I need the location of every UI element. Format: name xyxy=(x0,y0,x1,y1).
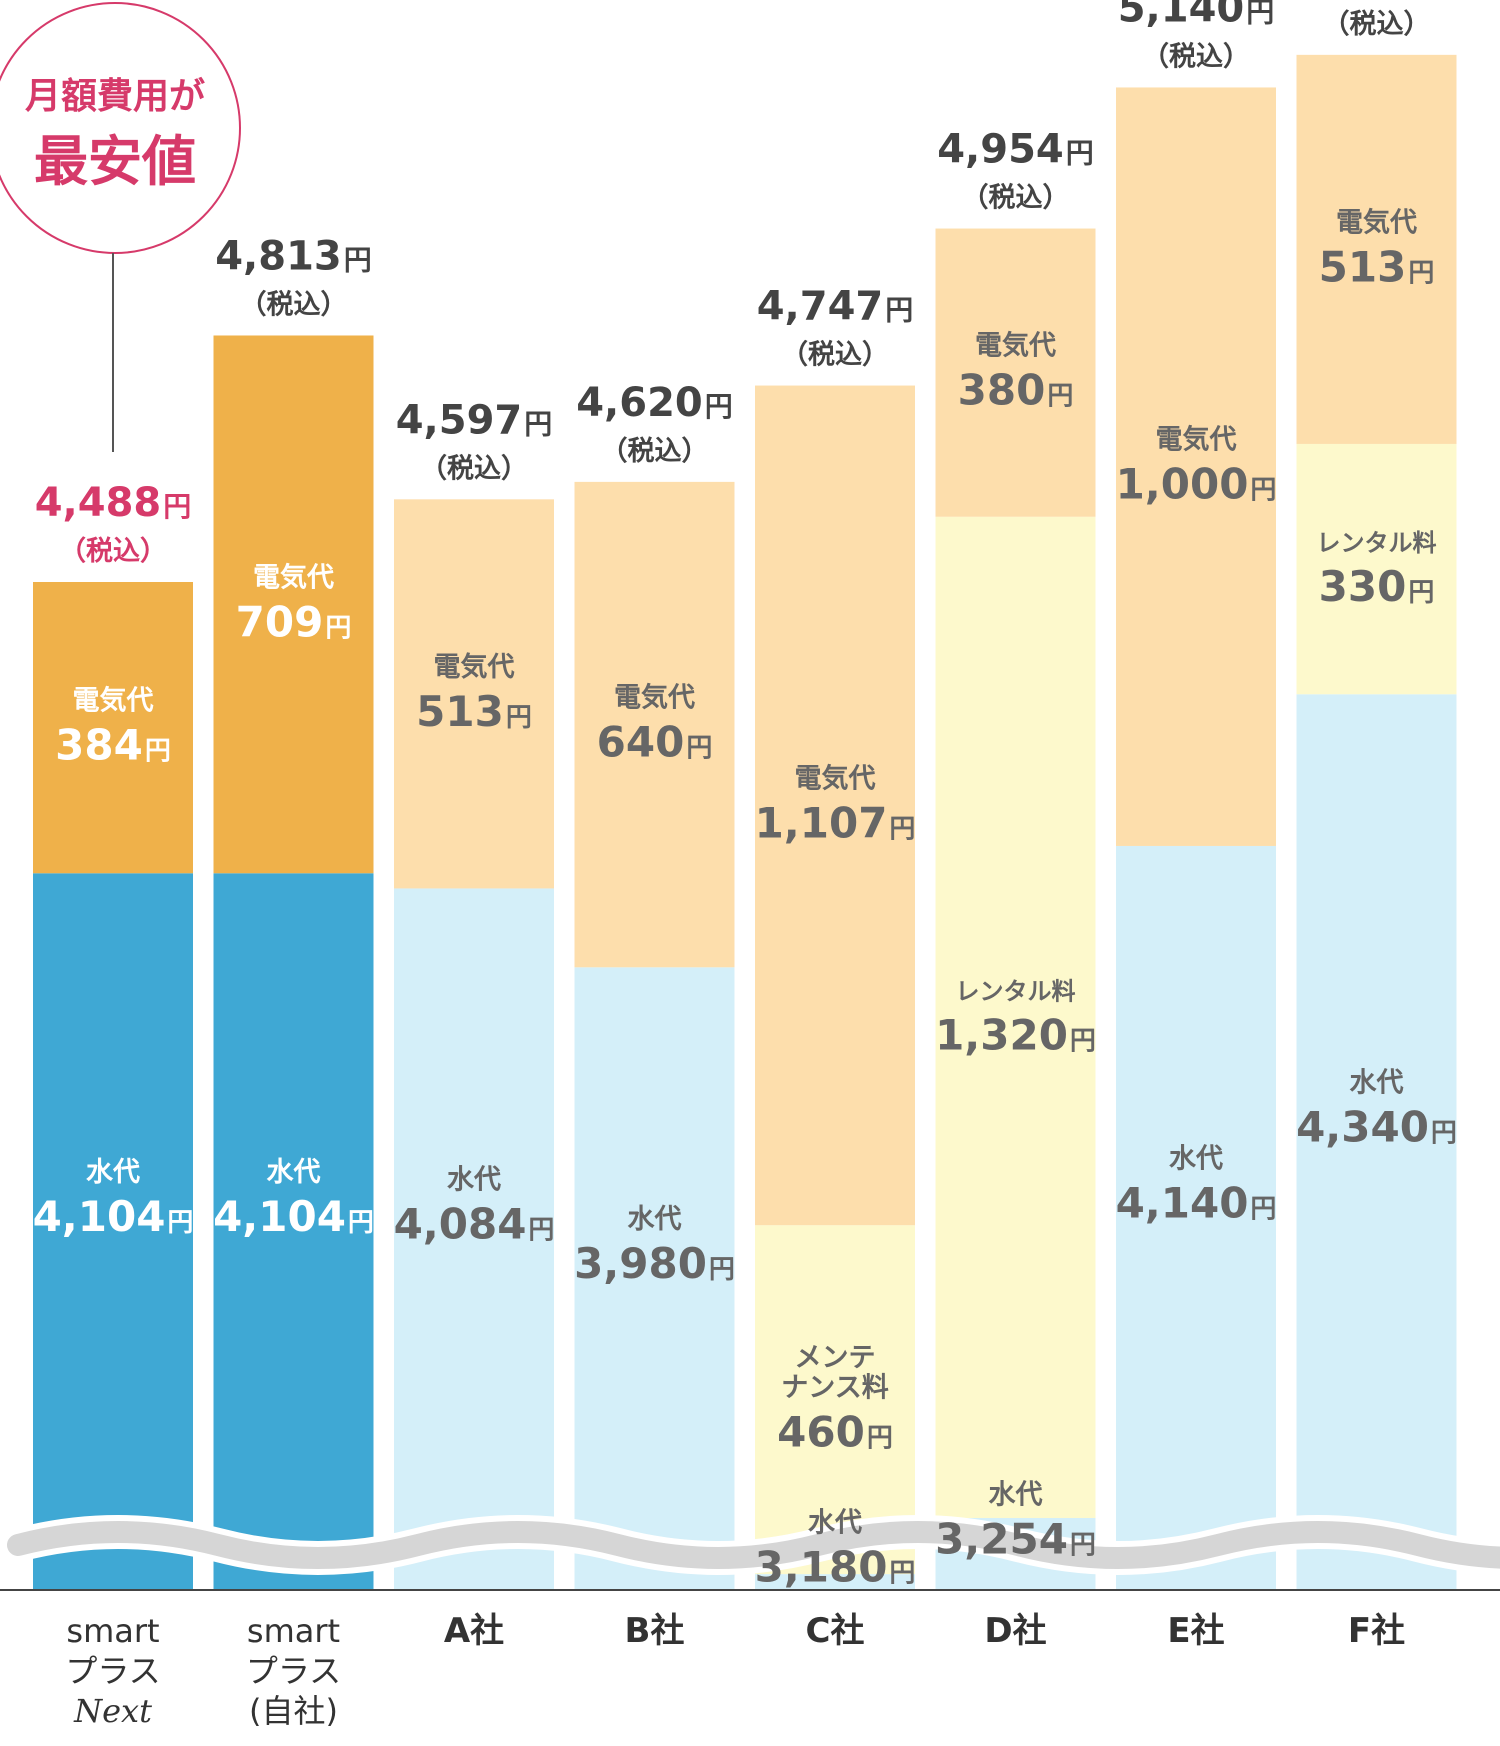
bar-6-electric-segment xyxy=(1116,87,1276,846)
bar-5-rental-label: レンタル料 xyxy=(956,977,1076,1005)
bar-4-water-value: 3,180円 xyxy=(755,1543,916,1592)
bar-4-water-label: 水代 xyxy=(808,1508,862,1539)
bar-3-electric-value: 640円 xyxy=(597,718,713,767)
bar-1-water-value: 4,104円 xyxy=(213,1192,374,1241)
bar-3-water-segment xyxy=(574,967,735,1590)
badge-circle xyxy=(0,2,241,254)
bar-1-total-value: 4,813円 xyxy=(215,233,372,279)
bar-5-water-label: 水代 xyxy=(989,1479,1043,1510)
bar-0-water-label: 水代 xyxy=(86,1157,140,1188)
bar-2-tax-note: （税込） xyxy=(420,453,528,484)
bar-1-electric-value: 709円 xyxy=(236,597,352,646)
bar-4-maintenance-label: ナンス料 xyxy=(781,1373,888,1404)
bar-1-water-segment xyxy=(213,873,374,1590)
badge-text-line2: 最安値 xyxy=(34,130,196,193)
bar-4-tax-note: （税込） xyxy=(781,340,889,371)
bar-3-electric-label: 電気代 xyxy=(614,682,695,714)
category-label-7: F社 xyxy=(1348,1611,1405,1651)
bar-2-electric-value: 513円 xyxy=(416,687,532,736)
category-label-1: (自社) xyxy=(249,1692,338,1730)
category-label-1: smart xyxy=(247,1612,340,1650)
bar-0-electric-label: 電気代 xyxy=(73,685,154,717)
bar-4-total-value: 4,747円 xyxy=(757,284,914,330)
bar-3-total-value: 4,620円 xyxy=(576,380,733,426)
bar-1-tax-note: （税込） xyxy=(240,289,348,320)
category-label-5: D社 xyxy=(984,1611,1046,1651)
bar-5-electric-label: 電気代 xyxy=(975,330,1056,362)
bar-6-water-value: 4,140円 xyxy=(1116,1178,1277,1227)
bar-7-rental-value: 330円 xyxy=(1319,562,1435,611)
labels-layer: 水代 4,104円 電気代 384円 4,488円 （税込） 水代 4,104円 電気代 709円… xyxy=(33,0,1457,1592)
category-label-1: プラス xyxy=(246,1652,341,1690)
bar-1-electric-label: 電気代 xyxy=(253,561,334,593)
bar-5-rental-segment xyxy=(935,516,1096,1518)
category-label-0: Next xyxy=(73,1692,152,1730)
bar-3-water-value: 3,980円 xyxy=(574,1239,735,1288)
bar-7-rental-segment xyxy=(1296,443,1457,695)
bar-2-electric-segment xyxy=(394,499,554,889)
bar-5-rental-value: 1,320円 xyxy=(935,1010,1096,1059)
bar-7-water-label: 水代 xyxy=(1350,1068,1404,1099)
bar-7-electric-value: 513円 xyxy=(1319,242,1435,291)
bar-5-electric-value: 380円 xyxy=(958,366,1074,415)
bar-7-tax-note: （税込） xyxy=(1323,9,1431,40)
bar-6-tax-note: （税込） xyxy=(1142,41,1250,72)
bar-4-maintenance-segment xyxy=(755,1225,915,1575)
category-label-2: A社 xyxy=(444,1611,504,1651)
bar-3-electric-segment xyxy=(574,481,735,968)
badge-text-line1: 月額費用が xyxy=(25,76,205,117)
bar-4-electric-segment xyxy=(755,385,915,1226)
bar-5-total-value: 4,954円 xyxy=(937,127,1094,173)
bar-3-tax-note: （税込） xyxy=(601,436,709,467)
bar-4-electric-label: 電気代 xyxy=(795,762,876,794)
bar-7-electric-segment xyxy=(1296,54,1457,444)
bar-3-water-label: 水代 xyxy=(628,1204,682,1235)
bar-2-total-value: 4,597円 xyxy=(396,397,553,443)
bar-7-rental-label: レンタル料 xyxy=(1317,529,1437,557)
bar-0-tax-note: （税込） xyxy=(59,536,167,567)
bar-7-water-segment xyxy=(1296,694,1457,1590)
bar-6-total-value: 5,140円 xyxy=(1118,0,1275,31)
bar-6-water-label: 水代 xyxy=(1169,1143,1223,1174)
bar-4-water-segment xyxy=(755,1574,915,1590)
category-label-6: E社 xyxy=(1167,1611,1224,1651)
bar-5-electric-segment xyxy=(935,228,1096,517)
category-label-4: C社 xyxy=(806,1611,865,1651)
bar-6-electric-label: 電気代 xyxy=(1156,424,1237,456)
category-label-3: B社 xyxy=(625,1611,685,1651)
category-label-0: プラス xyxy=(65,1652,160,1690)
bar-0-electric-value: 384円 xyxy=(55,721,171,770)
axis-break-band xyxy=(7,1521,1500,1569)
bar-0-electric-segment xyxy=(33,582,193,874)
bar-1-water-label: 水代 xyxy=(267,1157,321,1188)
bar-4-maintenance-value: 460円 xyxy=(777,1408,893,1457)
bar-2-water-value: 4,084円 xyxy=(394,1200,555,1249)
bar-5-tax-note: （税込） xyxy=(962,183,1070,214)
bar-2-water-segment xyxy=(394,888,554,1590)
bar-5-water-value: 3,254円 xyxy=(935,1514,1096,1563)
bar-4-maintenance-label: メンテ xyxy=(795,1343,876,1374)
bar-0-water-value: 4,104円 xyxy=(33,1192,194,1241)
bar-2-water-label: 水代 xyxy=(447,1165,501,1196)
bar-4-electric-value: 1,107円 xyxy=(755,798,916,847)
bar-0-total-value: 4,488円 xyxy=(35,480,192,526)
category-label-0: smart xyxy=(66,1612,159,1650)
axis-break xyxy=(1,1515,1500,1575)
bar-7-water-value: 4,340円 xyxy=(1296,1103,1457,1152)
bars-layer xyxy=(33,54,1457,1590)
bar-6-water-segment xyxy=(1116,845,1276,1590)
lowest-price-badge: 月額費用が 最安値 xyxy=(0,2,241,452)
bar-1-electric-segment xyxy=(213,335,374,874)
bar-0-water-segment xyxy=(33,873,193,1590)
bar-6-electric-value: 1,000円 xyxy=(1116,460,1277,509)
bar-2-electric-label: 電気代 xyxy=(434,651,515,683)
bar-7-electric-label: 電気代 xyxy=(1336,206,1417,238)
